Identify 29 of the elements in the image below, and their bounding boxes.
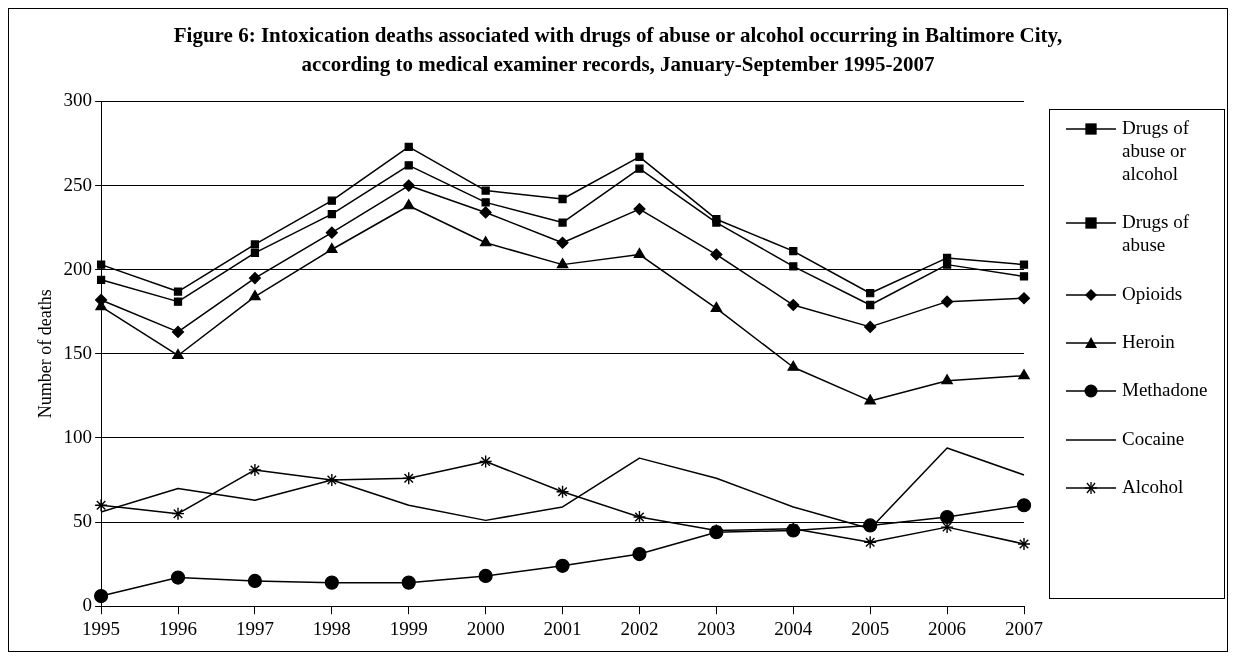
legend-label: Opioids [1122, 281, 1183, 305]
x-tick-label: 2002 [620, 617, 659, 639]
legend-label: Drugs of abuse or alcohol [1122, 116, 1191, 185]
y-tick-label: 300 [63, 89, 93, 111]
legend-label: Drugs of abuse [1122, 210, 1191, 257]
y-tick-label: 250 [63, 173, 93, 195]
x-tick-label: 1996 [159, 617, 198, 639]
y-tick-label: 200 [63, 257, 93, 279]
legend-label: Heroin [1122, 330, 1175, 353]
x-tick-label: 2006 [928, 617, 967, 639]
x-tick-label: 1997 [235, 617, 274, 639]
x-tick-label: 1998 [312, 617, 351, 639]
x-tick-label: 2003 [697, 617, 736, 639]
x-tick-label: 1995 [82, 617, 121, 639]
x-tick-label: 2005 [851, 617, 890, 639]
chart-title: Figure 6: Intoxication deaths associated with drugs of abuse or alcohol occurring in Baltimore City, according to medical examiner records, January-September 1995-2007 [172, 22, 1064, 78]
legend-label: Alcohol [1122, 474, 1184, 498]
y-tick-label: 50 [73, 510, 93, 532]
y-tick-label: 100 [63, 425, 93, 447]
y-tick-label: 0 [82, 594, 93, 616]
x-tick-label: 2004 [774, 617, 813, 639]
legend-label: Cocaine [1122, 426, 1185, 450]
y-axis-title: Number of deaths [34, 289, 55, 419]
x-tick-label: 2000 [466, 617, 505, 639]
x-tick-label: 1999 [389, 617, 428, 639]
x-tick-label: 2007 [1005, 617, 1043, 639]
x-tick-label: 2001 [543, 617, 582, 639]
y-tick-label: 150 [63, 341, 93, 363]
legend-label: Methadone [1122, 378, 1208, 402]
